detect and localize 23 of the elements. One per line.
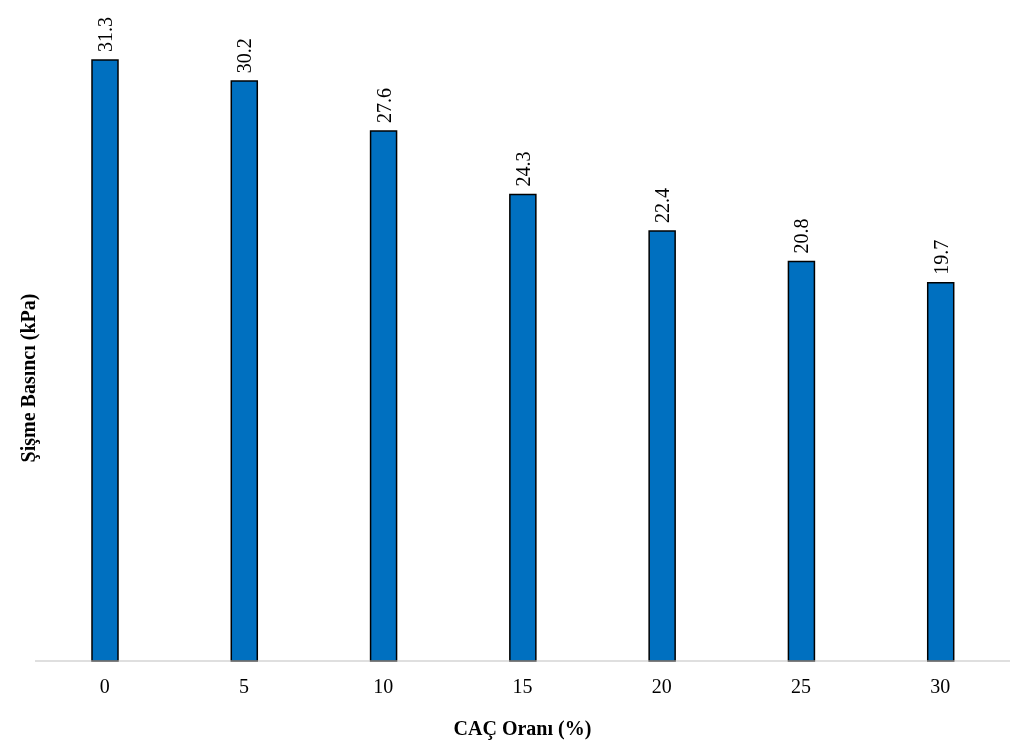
bar [648,230,676,662]
x-tick-label: 0 [99,675,110,698]
x-tick-label: 30 [930,675,951,698]
x-tick-label: 10 [373,675,394,698]
data-label: 19.7 [929,239,952,275]
x-tick-label: 25 [791,675,812,698]
bar [926,281,955,662]
bar [787,260,816,662]
data-label: 31.3 [94,17,116,52]
bar [91,59,119,662]
x-tick-label: 20 [651,675,672,698]
x-tick-label: 15 [512,675,533,698]
bar [509,193,537,662]
data-label: 27.6 [372,88,395,124]
data-label: 20.8 [790,218,813,254]
x-axis-title: CAÇ Oranı (%) [453,717,592,740]
y-axis-title: Şişme Basıncı (kPa) [17,293,40,463]
data-label: 24.3 [511,151,534,187]
bar [369,130,398,662]
x-tick-label: 5 [238,675,249,698]
bar [230,80,259,662]
data-label: 22.4 [651,187,674,223]
data-label: 30.2 [233,38,256,74]
